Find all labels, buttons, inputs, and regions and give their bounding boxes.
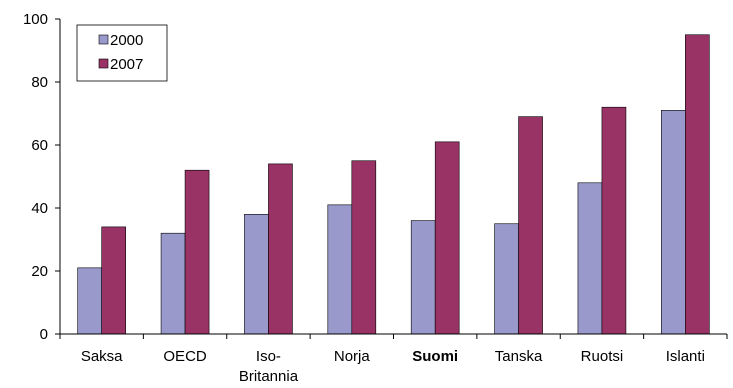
x-category-label: Ruotsi <box>581 348 624 365</box>
x-category-label: Britannia <box>239 368 299 385</box>
plot-area <box>77 34 710 335</box>
bar-2000-7 <box>661 110 686 335</box>
y-tick-label: 100 <box>23 11 48 28</box>
legend-swatch-2007 <box>98 58 109 69</box>
x-category-label: Tanska <box>495 348 543 365</box>
x-category-label: Suomi <box>412 348 458 365</box>
bar-2007-1 <box>184 169 210 335</box>
bar-2007-5 <box>518 116 543 335</box>
bar-2007-4 <box>434 141 460 335</box>
bar-2000-5 <box>494 223 519 335</box>
bar-2000-1 <box>160 232 186 335</box>
y-tick-label: 0 <box>40 326 48 343</box>
legend-box <box>76 24 168 82</box>
bar-2007-2 <box>268 163 293 335</box>
legend-label-2007: 2007 <box>110 56 143 73</box>
x-category-label: Norja <box>334 348 371 365</box>
bar-2007-7 <box>685 34 710 335</box>
legend-swatch-2000 <box>98 34 109 45</box>
x-category-label: Iso- <box>256 348 281 365</box>
y-tick-label: 80 <box>31 74 48 91</box>
bar-2000-3 <box>327 204 353 335</box>
bar-2000-0 <box>77 267 102 335</box>
y-tick-label: 60 <box>31 137 48 154</box>
y-tick-label: 20 <box>31 263 48 280</box>
x-axis: Saksa OECD Iso- Britannia Norja Suomi Tanska Ru… <box>59 333 728 385</box>
bar-2000-2 <box>244 214 269 335</box>
x-category-label: Islanti <box>666 348 705 365</box>
legend: 2000 2007 <box>76 24 168 82</box>
bar-2007-0 <box>101 226 126 335</box>
bar-2007-6 <box>601 106 627 335</box>
bar-2000-6 <box>577 182 603 335</box>
bar-2000-4 <box>410 220 436 335</box>
x-category-label: OECD <box>163 348 207 365</box>
legend-label-2000: 2000 <box>110 32 143 49</box>
bar-2007-3 <box>351 160 377 335</box>
x-category-label: Saksa <box>81 348 123 365</box>
y-tick-label: 40 <box>31 200 48 217</box>
y-axis: 0 20 40 60 80 100 <box>23 11 61 343</box>
